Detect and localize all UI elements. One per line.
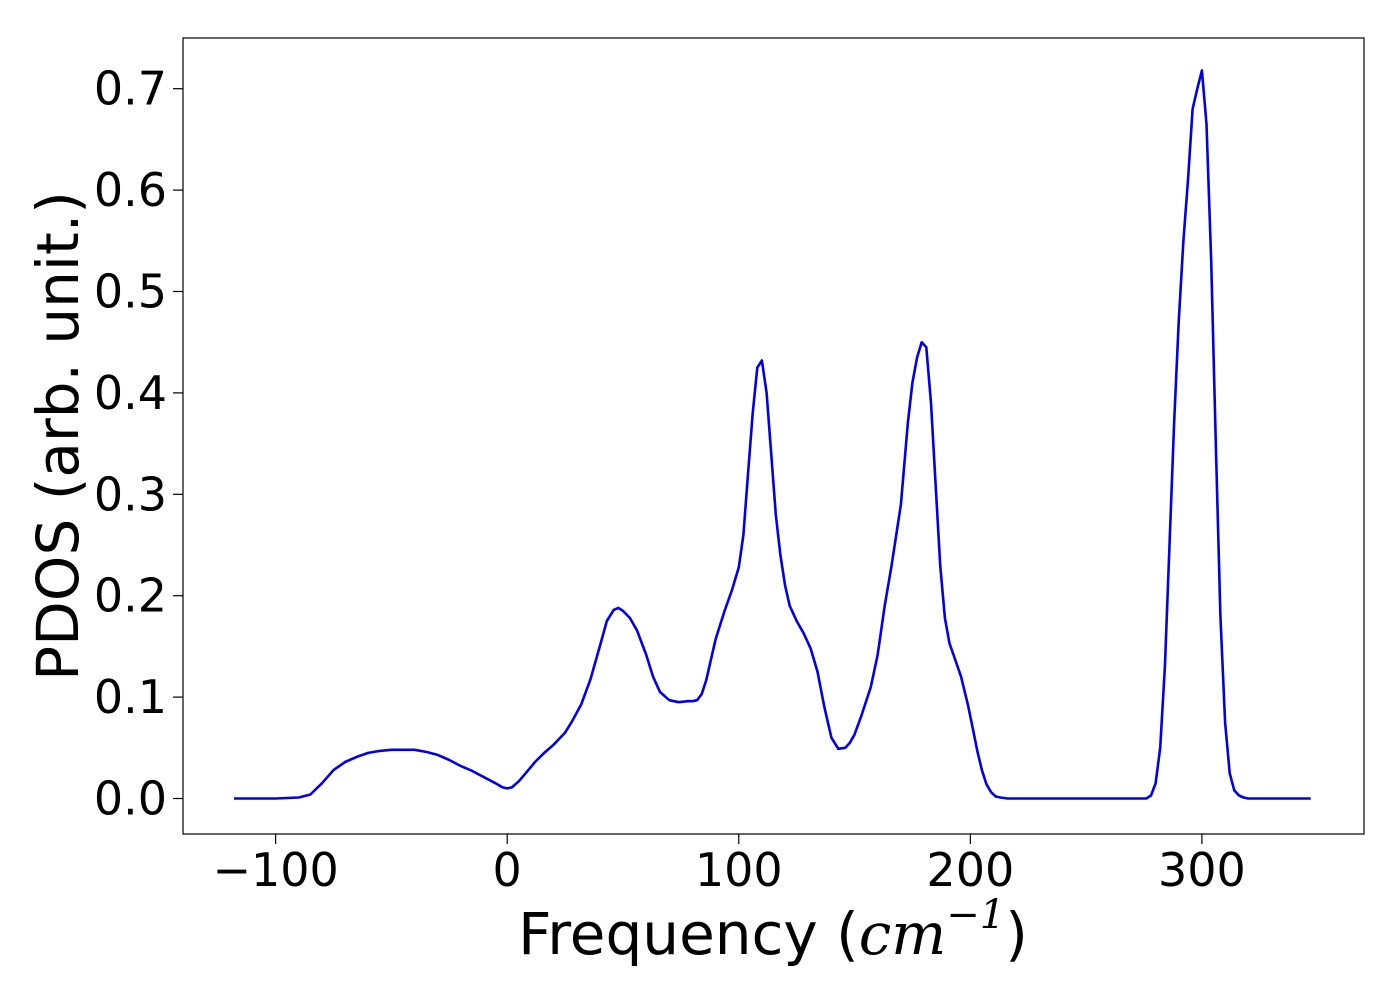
x-axis-title-unit: cm: [859, 900, 946, 968]
x-tick-label: 0: [493, 843, 522, 897]
y-axis-ticks: 0.0 0.1 0.2 0.3 0.4 0.5 0.6 0.7: [94, 62, 183, 826]
x-axis-ticks: −100 0 100 200 300: [212, 834, 1246, 897]
y-tick-label: 0.2: [94, 569, 167, 623]
x-axis-title: Frequency (cm−1): [518, 892, 1028, 968]
y-tick-label: 0.3: [94, 467, 167, 521]
x-tick-label: −100: [212, 843, 338, 897]
y-tick-label: 0.6: [94, 163, 167, 217]
y-tick-label: 0.4: [94, 366, 167, 420]
plot-frame: [182, 37, 1365, 835]
x-axis-title-prefix: Frequency (: [518, 900, 859, 968]
x-axis-title-suffix: ): [1005, 900, 1028, 968]
y-axis-title: PDOS (arb. unit.): [24, 191, 92, 681]
x-tick-label: 100: [695, 843, 783, 897]
y-tick-label: 0.0: [94, 772, 167, 826]
x-tick-label: 300: [1158, 843, 1246, 897]
y-tick-label: 0.5: [94, 265, 167, 319]
x-tick-label: 200: [926, 843, 1014, 897]
x-axis-title-exponent: −1: [946, 892, 1005, 938]
y-tick-label: 0.1: [94, 670, 167, 724]
y-tick-label: 0.7: [94, 62, 167, 116]
plot-background: [183, 38, 1364, 834]
pdos-series-line: [233, 69, 1311, 800]
series-layer: [233, 69, 1311, 800]
